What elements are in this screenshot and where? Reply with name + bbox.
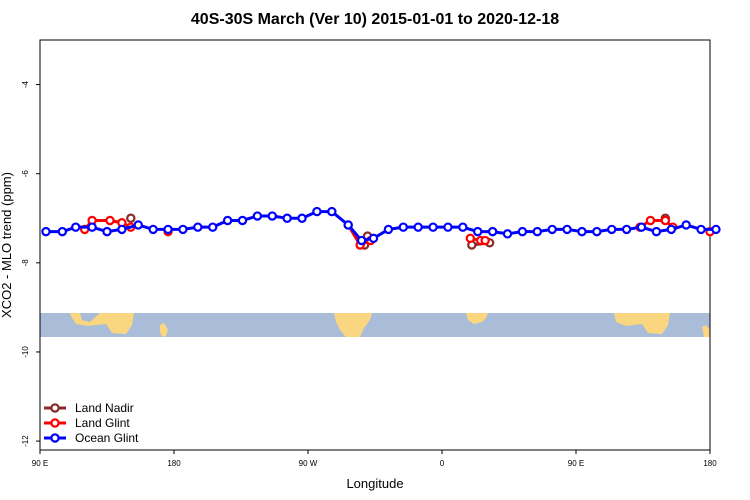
data-point <box>458 222 468 232</box>
data-point <box>126 213 136 223</box>
data-point <box>252 211 263 221</box>
data-point <box>133 220 143 230</box>
data-point <box>237 215 248 226</box>
y-tick-label: -6 <box>21 170 30 178</box>
y-tick-label: -4 <box>21 80 30 88</box>
x-tick-label: 90 W <box>299 459 318 468</box>
data-point <box>621 224 632 235</box>
data-point <box>547 224 557 235</box>
data-point <box>163 224 173 235</box>
legend-label: Ocean Glint <box>75 431 139 445</box>
series-layer <box>41 206 721 249</box>
map-australia-left <box>70 313 134 334</box>
legend-label: Land Glint <box>75 416 130 430</box>
data-point <box>711 224 721 235</box>
data-point <box>398 222 408 232</box>
data-point <box>532 226 542 237</box>
series-line <box>45 210 716 243</box>
data-point <box>517 226 528 237</box>
legend-marker <box>50 433 60 443</box>
data-point <box>651 226 662 237</box>
legend-label: Land Nadir <box>75 401 134 415</box>
data-point <box>368 233 379 244</box>
data-point <box>480 235 490 246</box>
x-axis-label: Longitude <box>346 476 403 491</box>
x-tick-label: 180 <box>703 459 717 468</box>
legend-marker <box>50 418 60 428</box>
data-point <box>312 206 322 217</box>
data-point <box>222 215 233 226</box>
data-point <box>102 226 112 237</box>
data-point <box>502 229 513 239</box>
data-point <box>148 224 158 235</box>
data-point <box>645 215 656 226</box>
series-ocean-glint <box>41 206 721 246</box>
data-point <box>666 224 676 235</box>
data-point <box>282 213 292 223</box>
y-axis-label: XCO2 - MLO trend (ppm) <box>0 172 14 318</box>
data-point <box>660 215 671 226</box>
data-point <box>413 222 423 232</box>
x-tick-label: 180 <box>167 459 181 468</box>
data-point <box>105 215 115 226</box>
x-tick-label: 0 <box>440 459 445 468</box>
data-point <box>592 226 602 237</box>
data-point <box>356 235 367 246</box>
data-point <box>178 224 188 235</box>
data-point <box>636 222 647 232</box>
data-point <box>343 220 353 230</box>
data-point <box>87 222 97 232</box>
map-new-zealand-left <box>160 323 168 337</box>
data-point <box>71 222 81 232</box>
data-point <box>681 220 691 230</box>
data-point <box>577 226 587 237</box>
legend-marker <box>50 403 60 413</box>
x-axis: 90 E 180 90 W 0 90 E 180 <box>32 450 717 468</box>
x-tick-label: 90 E <box>32 459 48 468</box>
y-axis: -4 -6 -8 -10 -12 <box>21 80 40 447</box>
data-point <box>487 226 498 237</box>
map-south-america <box>334 313 372 337</box>
data-point <box>383 224 394 235</box>
data-point <box>41 226 51 237</box>
data-point <box>208 222 218 232</box>
data-point <box>297 213 307 223</box>
data-point <box>473 226 483 237</box>
data-point <box>443 222 453 232</box>
data-point <box>428 222 438 232</box>
data-point <box>193 222 203 232</box>
map-ocean <box>40 313 710 337</box>
data-point <box>562 224 572 235</box>
chart-title: 40S-30S March (Ver 10) 2015-01-01 to 202… <box>191 11 559 28</box>
data-point <box>696 224 706 235</box>
map-australia-right <box>614 313 670 334</box>
y-tick-label: -8 <box>21 259 30 267</box>
data-point <box>327 206 337 217</box>
map-africa <box>466 313 488 324</box>
data-point <box>465 233 475 244</box>
y-tick-label: -12 <box>21 435 30 447</box>
data-point <box>117 224 127 235</box>
map-new-zealand-right <box>702 325 710 337</box>
data-point <box>267 211 277 221</box>
x-tick-label: 90 E <box>568 459 584 468</box>
plot-frame <box>39 39 711 451</box>
data-point <box>57 226 68 237</box>
world-map-strip <box>40 313 710 337</box>
y-tick-label: -10 <box>21 346 30 358</box>
data-point <box>607 224 617 235</box>
